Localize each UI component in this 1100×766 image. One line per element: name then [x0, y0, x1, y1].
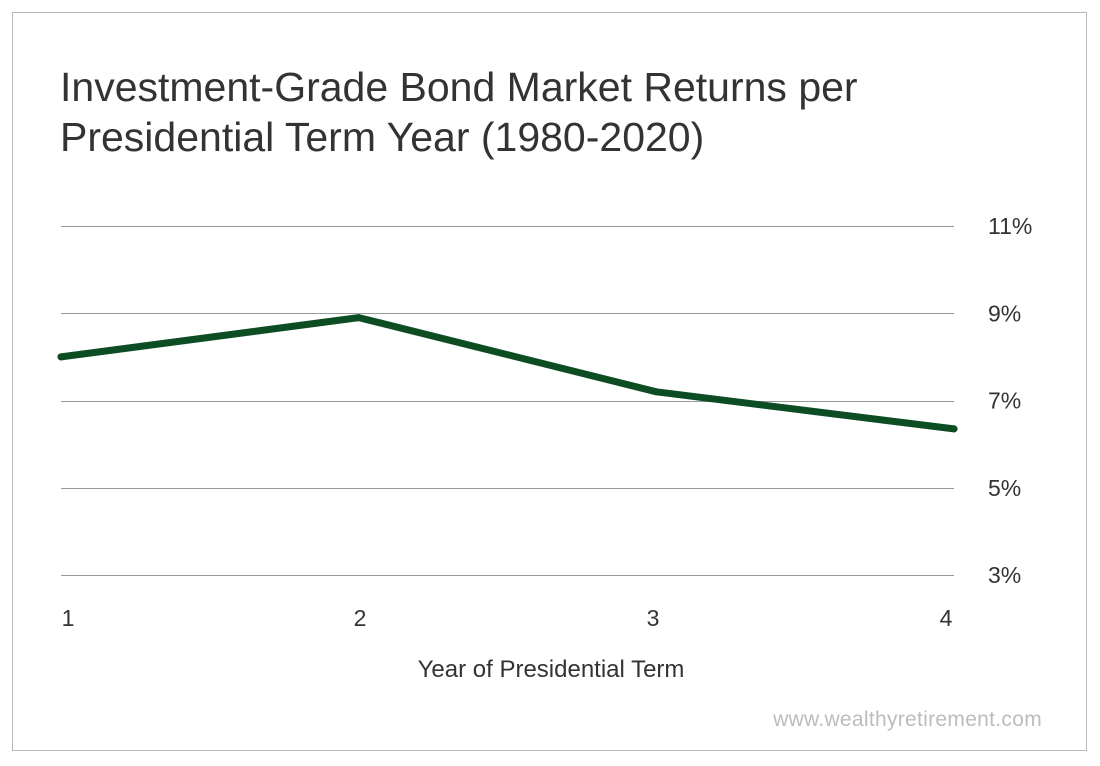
x-axis-label: Year of Presidential Term: [418, 656, 685, 683]
chart-title: Investment-Grade Bond Market Returns per…: [60, 62, 1040, 162]
y-tick-label: 3%: [988, 562, 1021, 588]
data-point: [355, 314, 363, 322]
x-tick-label: 3: [647, 605, 660, 631]
x-axis-tick-labels: 1 2 3 4: [62, 605, 953, 631]
y-axis-tick-labels: 3% 5% 7% 9% 11%: [988, 213, 1032, 588]
y-tick-label: 5%: [988, 475, 1021, 501]
data-point: [950, 425, 958, 433]
chart-title-line-1: Investment-Grade Bond Market Returns per: [60, 64, 858, 110]
y-tick-label: 11%: [988, 213, 1032, 239]
y-tick-label: 7%: [988, 388, 1021, 414]
x-tick-label: 4: [940, 605, 953, 631]
chart-title-line-2: Presidential Term Year (1980-2020): [60, 114, 705, 160]
source-watermark: www.wealthyretirement.com: [773, 708, 1042, 731]
x-tick-label: 2: [354, 605, 367, 631]
series-group: [57, 314, 958, 433]
chart-frame: [12, 12, 1087, 751]
y-tick-label: 9%: [988, 300, 1021, 326]
gridlines: [61, 226, 954, 576]
data-point: [652, 388, 660, 396]
data-point: [57, 353, 65, 361]
series-line: [57, 314, 958, 433]
x-tick-label: 1: [62, 605, 75, 631]
